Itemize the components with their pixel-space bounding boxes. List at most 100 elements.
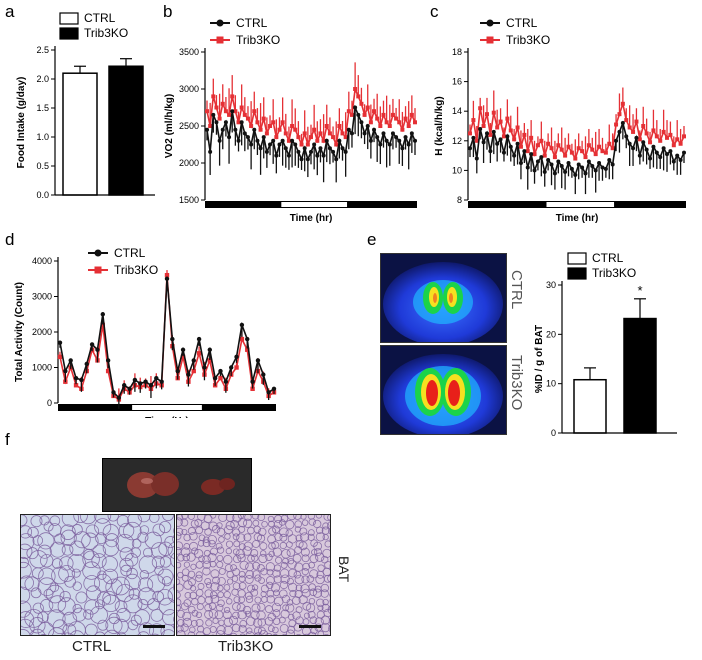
- data-point: [250, 386, 255, 391]
- data-point: [242, 131, 247, 136]
- data-point: [637, 137, 642, 142]
- data-point: [245, 135, 250, 140]
- data-point: [331, 149, 336, 154]
- data-point: [362, 112, 367, 117]
- data-point: [280, 138, 285, 143]
- data-point: [220, 127, 225, 132]
- data-point: [340, 131, 345, 136]
- data-point: [590, 147, 595, 152]
- data-point: [249, 142, 254, 147]
- data-point: [518, 144, 523, 149]
- data-point: [218, 375, 223, 381]
- data-point: [57, 354, 63, 360]
- data-point: [678, 158, 683, 163]
- legend-marker: [216, 36, 224, 44]
- y-tick-label: 14: [452, 106, 462, 116]
- data-point: [468, 131, 472, 136]
- legend-label: Trib3KO: [114, 263, 158, 277]
- data-point: [212, 375, 218, 381]
- data-point: [580, 149, 585, 154]
- y-tick-label: 1.0: [36, 132, 49, 142]
- y-axis-label: %ID / g of BAT: [534, 325, 545, 393]
- data-point: [478, 126, 483, 131]
- data-point: [217, 138, 222, 143]
- data-point: [286, 153, 291, 158]
- data-point: [675, 153, 680, 158]
- data-point: [522, 149, 527, 154]
- data-point: [327, 131, 332, 136]
- data-point: [597, 144, 602, 149]
- data-point: [89, 342, 95, 347]
- data-point: [68, 358, 73, 363]
- data-point: [293, 127, 298, 132]
- data-point: [617, 112, 622, 117]
- data-point: [597, 161, 602, 165]
- data-point: [495, 141, 500, 146]
- data-point: [191, 368, 196, 374]
- data-point: [481, 140, 486, 145]
- y-tick-label: 0.0: [36, 190, 49, 200]
- data-point: [384, 120, 389, 125]
- data-point: [334, 157, 339, 162]
- data-point: [349, 112, 354, 117]
- pet-scan-ctrl: [380, 253, 507, 343]
- series-ctrl: [57, 276, 277, 409]
- legend-label: CTRL: [114, 246, 146, 260]
- data-point: [196, 336, 202, 342]
- y-axis-label: H (kcal/h/kg): [434, 96, 445, 155]
- data-point: [580, 165, 585, 170]
- y-tick-label: 3000: [32, 292, 52, 302]
- data-point: [586, 143, 591, 148]
- legend-swatch: [567, 252, 587, 265]
- data-point: [566, 144, 571, 149]
- legend-swatch: [59, 12, 79, 25]
- data-point: [549, 162, 554, 167]
- data-point: [122, 383, 127, 388]
- data-point: [331, 135, 336, 140]
- panel-label-c: c: [430, 2, 439, 21]
- data-point: [390, 131, 395, 136]
- data-point: [242, 112, 247, 117]
- data-point: [111, 390, 116, 395]
- data-point: [532, 152, 537, 157]
- data-point: [245, 116, 250, 121]
- y-tick-label: 3500: [179, 47, 199, 57]
- data-point: [573, 156, 578, 161]
- data-point: [223, 109, 228, 114]
- data-point: [409, 131, 414, 136]
- data-point: [233, 109, 238, 114]
- data-point: [84, 361, 89, 367]
- data-point: [353, 87, 358, 91]
- data-point: [556, 159, 561, 164]
- data-point: [353, 105, 358, 110]
- data-point: [293, 142, 298, 147]
- data-point: [488, 132, 493, 137]
- y-tick-label: 4000: [32, 256, 52, 266]
- data-point: [372, 109, 377, 114]
- histology-caption-trib3ko: Trib3KO: [218, 638, 274, 655]
- data-point: [359, 120, 364, 125]
- y-tick-label: 0: [551, 428, 556, 438]
- data-point: [406, 124, 411, 128]
- data-point: [170, 336, 175, 342]
- data-point: [236, 120, 241, 125]
- series-ctrl: [468, 120, 686, 195]
- vo2-chart: 1500 2000 2500 3000 3500 VO2 (ml/h/kg) Time (h…: [164, 16, 417, 224]
- x-axis-label: Time (hr): [290, 213, 333, 224]
- bar-trib3ko: [108, 65, 144, 196]
- data-point: [675, 137, 680, 142]
- data-point: [641, 124, 646, 128]
- data-point: [286, 138, 291, 143]
- data-point: [378, 124, 383, 128]
- panel-label-d: d: [5, 230, 15, 249]
- data-point: [321, 138, 326, 143]
- data-point: [668, 132, 673, 137]
- data-point: [556, 143, 561, 148]
- data-point: [214, 120, 219, 125]
- data-point: [394, 135, 399, 140]
- data-point: [501, 134, 506, 139]
- data-point: [283, 146, 288, 151]
- panel-label-f: f: [5, 430, 10, 449]
- data-point: [563, 169, 568, 174]
- data-point: [299, 157, 304, 162]
